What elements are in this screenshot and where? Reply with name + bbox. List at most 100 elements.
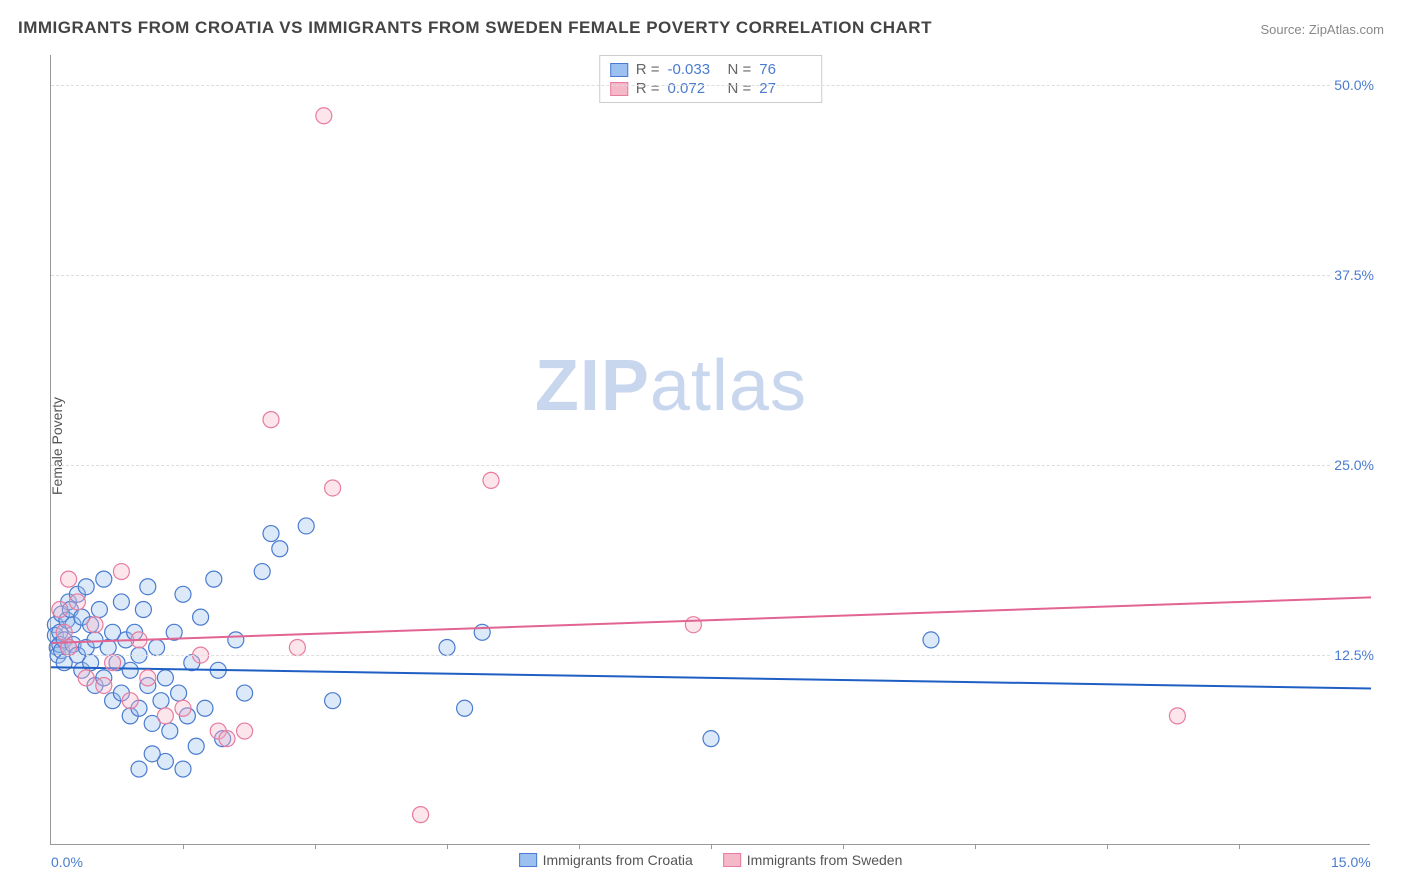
data-point [131,761,147,777]
legend-stats-row: R = 0.072 N = 27 [610,79,812,98]
data-point [171,685,187,701]
data-point [56,624,72,640]
data-point [483,472,499,488]
data-point [105,655,121,671]
data-point [87,617,103,633]
n-value: 27 [759,80,811,97]
data-point [263,526,279,542]
data-point [272,541,288,557]
data-point [113,564,129,580]
gridline-h [51,655,1370,656]
gridline-h [51,465,1370,466]
data-point [122,662,138,678]
x-tick-mark [579,844,580,849]
y-tick-label: 50.0% [1330,77,1378,93]
legend-series-item: Immigrants from Croatia [519,852,693,868]
data-point [157,670,173,686]
x-tick-mark [183,844,184,849]
trend-line [51,597,1371,643]
x-tick-mark [447,844,448,849]
data-point [325,693,341,709]
x-tick-mark [1239,844,1240,849]
scatter-svg [51,55,1370,844]
x-tick-mark [843,844,844,849]
data-point [140,670,156,686]
x-tick-mark [315,844,316,849]
x-tick-mark [711,844,712,849]
data-point [175,761,191,777]
source-attribution: Source: ZipAtlas.com [1260,22,1384,37]
x-tick-label: 15.0% [1331,854,1371,870]
data-point [439,640,455,656]
x-tick-mark [975,844,976,849]
data-point [413,807,429,823]
data-point [144,746,160,762]
x-tick-label: 0.0% [51,854,83,870]
data-point [96,677,112,693]
r-label: R = [636,61,660,78]
legend-series-item: Immigrants from Sweden [723,852,903,868]
data-point [113,594,129,610]
r-value: 0.072 [668,80,720,97]
r-value: -0.033 [668,61,720,78]
data-point [162,723,178,739]
data-point [135,602,151,618]
data-point [149,640,165,656]
data-point [140,579,156,595]
legend-stats-row: R = -0.033 N = 76 [610,60,812,79]
data-point [289,640,305,656]
data-point [61,571,77,587]
y-tick-label: 25.0% [1330,457,1378,473]
n-label: N = [728,61,752,78]
data-point [153,693,169,709]
n-label: N = [728,80,752,97]
data-point [69,594,85,610]
gridline-h [51,275,1370,276]
data-point [78,579,94,595]
data-point [685,617,701,633]
y-tick-label: 12.5% [1330,647,1378,663]
data-point [188,738,204,754]
data-point [703,731,719,747]
data-point [254,564,270,580]
data-point [96,571,112,587]
r-label: R = [636,80,660,97]
data-point [316,108,332,124]
legend-series: Immigrants from Croatia Immigrants from S… [519,852,903,868]
data-point [91,602,107,618]
data-point [237,685,253,701]
data-point [228,632,244,648]
data-point [237,723,253,739]
data-point [157,708,173,724]
legend-stats: R = -0.033 N = 76 R = 0.072 N = 27 [599,55,823,103]
legend-swatch [610,82,628,96]
data-point [206,571,222,587]
data-point [1169,708,1185,724]
gridline-h [51,85,1370,86]
legend-series-label: Immigrants from Sweden [747,852,903,868]
legend-swatch [723,853,741,867]
data-point [298,518,314,534]
chart-title: IMMIGRANTS FROM CROATIA VS IMMIGRANTS FR… [18,18,932,38]
x-tick-mark [1107,844,1108,849]
data-point [457,700,473,716]
data-point [263,412,279,428]
data-point [175,700,191,716]
data-point [923,632,939,648]
legend-series-label: Immigrants from Croatia [543,852,693,868]
data-point [325,480,341,496]
y-tick-label: 37.5% [1330,267,1378,283]
data-point [193,609,209,625]
legend-swatch [610,63,628,77]
data-point [78,670,94,686]
data-point [175,586,191,602]
data-point [474,624,490,640]
legend-swatch [519,853,537,867]
n-value: 76 [759,61,811,78]
data-point [122,693,138,709]
plot-area: ZIPatlas R =-0.033N =76R =0.072N =27 Imm… [50,55,1370,845]
data-point [52,602,68,618]
data-point [197,700,213,716]
data-point [219,731,235,747]
trend-line [51,667,1371,688]
